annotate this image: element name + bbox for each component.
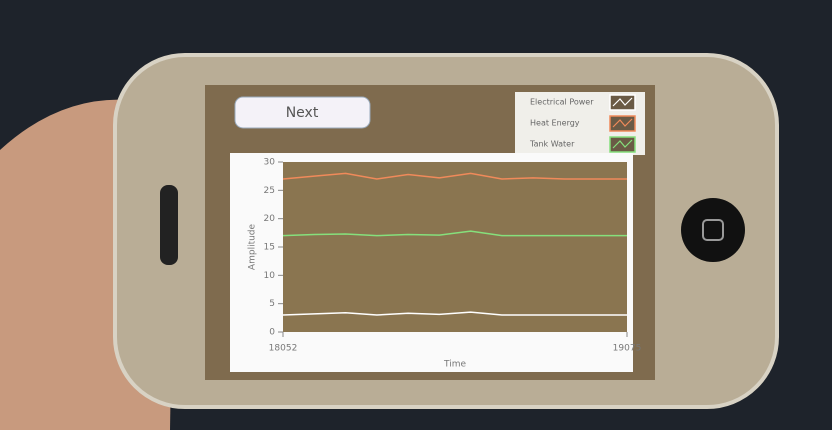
plot-area	[283, 162, 627, 332]
x-axis-label: Time	[443, 360, 466, 370]
next-label[interactable]: Next	[286, 105, 319, 121]
photo: Next Time Amplitude 0 5 10 15 20 25 30 18052 190…	[0, 0, 832, 430]
legend-label: Tank Water	[529, 140, 575, 149]
y-tick-label: 20	[264, 214, 276, 224]
x-tick-label: 18052	[269, 344, 298, 354]
y-axis-label: Amplitude	[248, 223, 258, 270]
legend-label: Electrical Power	[530, 98, 594, 107]
home-button	[681, 198, 745, 262]
y-tick-label: 10	[264, 271, 276, 281]
y-tick-label: 0	[269, 328, 275, 338]
y-tick-label: 15	[264, 243, 275, 253]
y-tick-label: 30	[264, 158, 276, 168]
y-tick-label: 25	[264, 186, 275, 196]
legend-label: Heat Energy	[530, 119, 580, 128]
x-tick-label: 19075	[613, 344, 642, 354]
y-tick-label: 5	[269, 299, 275, 309]
speaker	[160, 185, 178, 265]
